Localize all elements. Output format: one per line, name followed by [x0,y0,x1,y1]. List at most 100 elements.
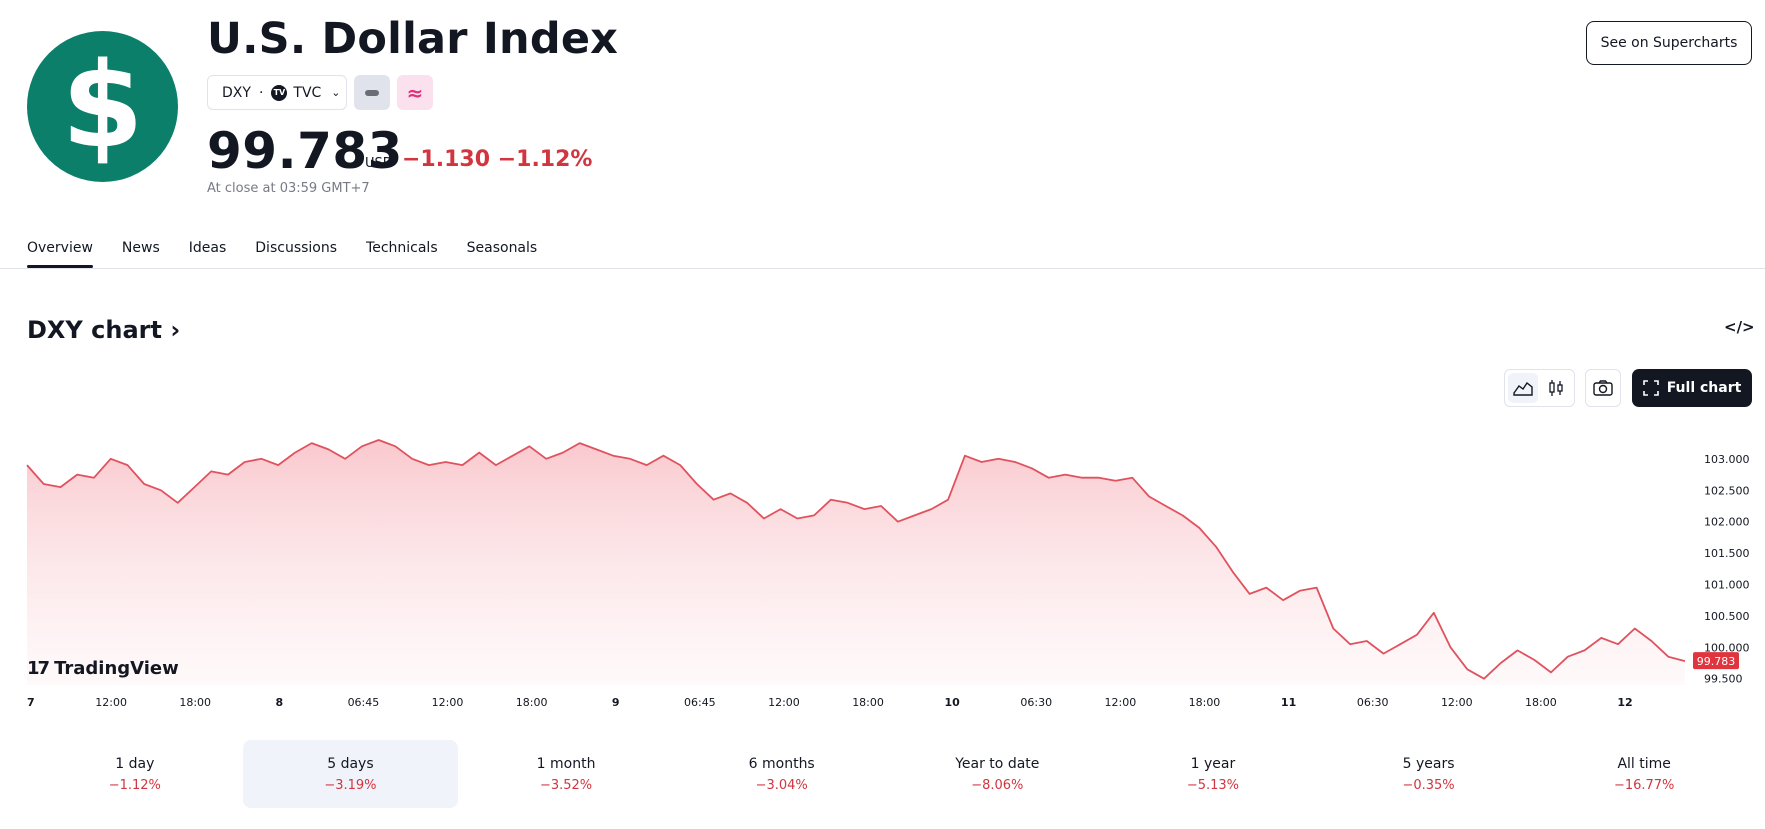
period-1-month[interactable]: 1 month −3.52% [458,740,674,808]
tab-ideas[interactable]: Ideas [188,240,227,256]
period-change: −16.77% [1613,777,1675,793]
dash-icon [365,89,379,96]
y-tick-label: 99.500 [1704,673,1743,686]
see-on-supercharts-button[interactable]: See on Supercharts [1586,21,1752,65]
tradingview-logo-icon: 17 [27,658,50,679]
tradingview-watermark: 17 TradingView [27,658,179,679]
tab-seasonals[interactable]: Seasonals [466,240,538,256]
x-tick-label: 12:00 [1441,696,1473,709]
y-tick-label: 103.000 [1704,453,1750,466]
full-chart-label: Full chart [1666,380,1742,396]
x-tick-label: 06:30 [1020,696,1052,709]
period-label: 1 month [536,755,596,772]
performance-periods: 1 day −1.12% 5 days −3.19% 1 month −3.52% 6… [27,740,1752,808]
x-tick-label: 18:00 [516,696,548,709]
dollar-logo: $ [27,31,178,182]
approx-icon: ≈ [406,80,424,105]
last-price-tag-label: 99.783 [1697,655,1736,668]
tab-news[interactable]: News [121,240,160,256]
x-tick-label: 18:00 [1189,696,1221,709]
close-timestamp: At close at 03:59 GMT+7 [207,181,370,196]
x-tick-label: 18:00 [852,696,884,709]
period-1-year[interactable]: 1 year −5.13% [1105,740,1321,808]
chart-type-toggle [1504,369,1575,407]
y-tick-label: 100.000 [1704,641,1750,654]
x-tick-label: 7 [27,696,35,709]
chevron-right-icon: › [161,316,181,344]
x-tick-label: 06:45 [348,696,380,709]
period-label: 6 months [748,755,815,772]
market-tag-pink[interactable]: ≈ [397,75,433,110]
chart-title-link[interactable]: DXY chart › [27,316,180,344]
separator-dot: · [258,84,264,101]
x-tick-label: 9 [612,696,620,709]
last-price-tag [1693,652,1739,670]
period-5-days[interactable]: 5 days −3.19% [242,740,459,808]
area-chart-icon[interactable] [1508,373,1538,403]
period-1-day[interactable]: 1 day −1.12% [27,740,243,808]
x-tick-label: 12 [1617,696,1632,709]
chevron-down-icon: ⌄ [331,86,341,99]
x-tick-label: 12:00 [95,696,127,709]
x-tick-label: 12:00 [432,696,464,709]
period-change: −3.52% [539,777,593,793]
change-absolute: −1.130 [402,147,491,172]
period-change: −0.35% [1402,777,1455,793]
full-chart-button[interactable]: Full chart [1632,369,1752,407]
exchange-label: TVC [293,84,322,101]
y-tick-label: 102.500 [1704,484,1750,497]
tab-overview[interactable]: Overview [27,240,93,268]
symbol-exchange-selector[interactable]: DXY · TV TVC ⌄ [207,75,347,110]
period-change: −3.19% [324,777,377,793]
change-percent: −1.12% [497,147,593,172]
period-change: −5.13% [1186,777,1240,793]
price-chart[interactable]: 103.000 102.500 102.000 101.500 101.000 100.5… [0,420,1765,720]
period-6-months[interactable]: 6 months −3.04% [674,740,890,808]
camera-icon[interactable] [1585,369,1621,407]
x-tick-label: 06:45 [684,696,716,709]
symbol-label: DXY [222,84,251,101]
y-tick-label: 101.500 [1704,547,1750,560]
period-all-time[interactable]: All time −16.77% [1536,740,1752,808]
period-change: −8.06% [971,777,1024,793]
area-fill [27,440,1685,685]
fullscreen-icon [1642,380,1659,396]
market-tag-gray[interactable] [354,75,390,110]
currency-label: USD [365,156,393,171]
price-line [26,439,1686,680]
period-label: 5 years [1402,755,1455,772]
x-tick-label: 11 [1281,696,1296,709]
x-tick-label: 12:00 [1105,696,1137,709]
period-5-years[interactable]: 5 years −0.35% [1321,740,1537,808]
embed-code-icon[interactable]: </> [1724,318,1755,336]
chart-title-label: DXY chart [27,316,162,344]
last-price: 99.783 [207,122,403,180]
tab-discussions[interactable]: Discussions [255,240,338,256]
x-tick-label: 8 [275,696,283,709]
period-change: −1.12% [108,777,161,793]
y-tick-label: 101.000 [1704,578,1750,591]
candlestick-chart-icon[interactable] [1541,373,1571,403]
y-tick-label: 102.000 [1704,516,1750,529]
x-tick-label: 18:00 [179,696,211,709]
x-tick-label: 06:30 [1357,696,1389,709]
x-tick-label: 18:00 [1525,696,1557,709]
page-title: U.S. Dollar Index [207,14,619,64]
tradingview-badge-icon: TV [271,84,288,101]
period-label: 5 days [327,755,374,772]
y-tick-label: 100.500 [1704,610,1750,623]
period-label: All time [1617,755,1671,772]
x-tick-label: 12:00 [768,696,800,709]
period-label: Year to date [955,755,1040,772]
period-label: 1 day [115,755,155,772]
tabs-divider [0,268,1765,269]
section-tabs: Overview News Ideas Discussions Technica… [27,240,566,268]
period-change: −3.04% [755,777,808,793]
x-tick-label: 10 [945,696,961,709]
price-change: −1.130 −1.12% [402,147,592,172]
period-year-to-date[interactable]: Year to date −8.06% [890,740,1106,808]
tab-technicals[interactable]: Technicals [366,240,438,256]
logo-glyph: $ [61,35,144,174]
tradingview-brand-label: TradingView [54,658,179,679]
period-label: 1 year [1190,755,1236,772]
